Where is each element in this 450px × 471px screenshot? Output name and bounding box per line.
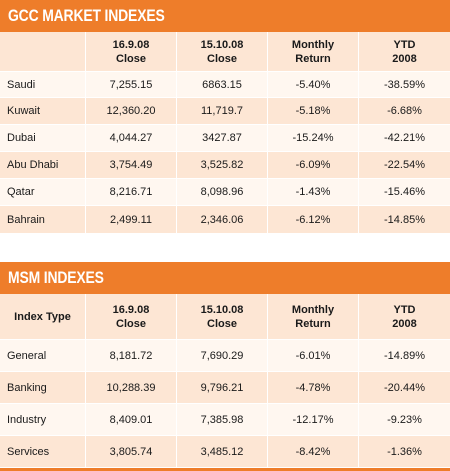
row-close-sep: 4,044.27 <box>86 125 177 152</box>
gcc-header-close-oct: 15.10.08 Close <box>177 32 268 72</box>
row-monthly-return: -8.42% <box>268 436 359 468</box>
row-close-sep: 8,216.71 <box>86 179 177 206</box>
row-name: Dubai <box>0 125 86 152</box>
msm-table: Index Type 16.9.08 Close 15.10.08 Close Mo… <box>0 294 450 468</box>
row-ytd: -38.59% <box>359 72 450 98</box>
row-close-oct: 2,346.06 <box>177 206 268 234</box>
msm-title-banner: MSM INDEXES <box>0 262 450 294</box>
row-close-sep: 2,499.11 <box>86 206 177 234</box>
table-row: General 8,181.72 7,690.29 -6.01% -14.89% <box>0 340 450 372</box>
row-close-sep: 8,409.01 <box>86 404 177 436</box>
row-ytd: -15.46% <box>359 179 450 206</box>
gcc-header-monthly-return: Monthly Return <box>268 32 359 72</box>
row-ytd: -22.54% <box>359 152 450 179</box>
row-close-oct: 3427.87 <box>177 125 268 152</box>
row-ytd: -42.21% <box>359 125 450 152</box>
row-ytd: -14.89% <box>359 340 450 372</box>
row-ytd: -20.44% <box>359 372 450 404</box>
table-row: Abu Dhabi 3,754.49 3,525.82 -6.09% -22.5… <box>0 152 450 179</box>
gcc-header-close-sep: 16.9.08 Close <box>86 32 177 72</box>
gcc-header-name <box>0 32 86 72</box>
row-close-oct: 3,525.82 <box>177 152 268 179</box>
row-monthly-return: -6.09% <box>268 152 359 179</box>
table-row: Bahrain 2,499.11 2,346.06 -6.12% -14.85% <box>0 206 450 234</box>
table-row: Saudi 7,255.15 6863.15 -5.40% -38.59% <box>0 72 450 98</box>
gcc-header-row: 16.9.08 Close 15.10.08 Close Monthly Return… <box>0 32 450 72</box>
table-row: Kuwait 12,360.20 11,719.7 -5.18% -6.68% <box>0 98 450 125</box>
msm-header-index-type: Index Type <box>0 294 86 340</box>
row-monthly-return: -5.40% <box>268 72 359 98</box>
row-name: Industry <box>0 404 86 436</box>
gcc-header-ytd: YTD 2008 <box>359 32 450 72</box>
msm-title: MSM INDEXES <box>8 268 104 287</box>
row-ytd: -14.85% <box>359 206 450 234</box>
row-monthly-return: -12.17% <box>268 404 359 436</box>
row-name: Saudi <box>0 72 86 98</box>
row-ytd: -6.68% <box>359 98 450 125</box>
row-monthly-return: -5.18% <box>268 98 359 125</box>
gcc-table: 16.9.08 Close 15.10.08 Close Monthly Return… <box>0 32 450 234</box>
gcc-section: GCC MARKET INDEXES 16.9.08 Close 15.10.08… <box>0 0 450 234</box>
row-close-oct: 8,098.96 <box>177 179 268 206</box>
row-name: Abu Dhabi <box>0 152 86 179</box>
row-monthly-return: -1.43% <box>268 179 359 206</box>
gcc-title-banner: GCC MARKET INDEXES <box>0 0 450 32</box>
row-name: Kuwait <box>0 98 86 125</box>
row-close-sep: 10,288.39 <box>86 372 177 404</box>
table-row: Qatar 8,216.71 8,098.96 -1.43% -15.46% <box>0 179 450 206</box>
msm-header-ytd: YTD 2008 <box>359 294 450 340</box>
row-close-oct: 7,690.29 <box>177 340 268 372</box>
msm-section: MSM INDEXES Index Type 16.9.08 Close 15.1… <box>0 262 450 471</box>
row-name: Services <box>0 436 86 468</box>
row-close-oct: 6863.15 <box>177 72 268 98</box>
msm-header-monthly-return: Monthly Return <box>268 294 359 340</box>
table-row: Services 3,805.74 3,485.12 -8.42% -1.36% <box>0 436 450 468</box>
row-close-oct: 11,719.7 <box>177 98 268 125</box>
row-ytd: -9.23% <box>359 404 450 436</box>
row-monthly-return: -15.24% <box>268 125 359 152</box>
row-name: Banking <box>0 372 86 404</box>
msm-header-row: Index Type 16.9.08 Close 15.10.08 Close Mo… <box>0 294 450 340</box>
row-close-sep: 8,181.72 <box>86 340 177 372</box>
row-ytd: -1.36% <box>359 436 450 468</box>
table-row: Dubai 4,044.27 3427.87 -15.24% -42.21% <box>0 125 450 152</box>
row-monthly-return: -6.01% <box>268 340 359 372</box>
row-close-oct: 3,485.12 <box>177 436 268 468</box>
msm-header-close-oct: 15.10.08 Close <box>177 294 268 340</box>
row-name: General <box>0 340 86 372</box>
row-close-sep: 3,754.49 <box>86 152 177 179</box>
row-close-oct: 7,385.98 <box>177 404 268 436</box>
row-name: Bahrain <box>0 206 86 234</box>
row-monthly-return: -6.12% <box>268 206 359 234</box>
row-name: Qatar <box>0 179 86 206</box>
row-close-sep: 12,360.20 <box>86 98 177 125</box>
row-close-sep: 7,255.15 <box>86 72 177 98</box>
table-row: Industry 8,409.01 7,385.98 -12.17% -9.23… <box>0 404 450 436</box>
row-close-sep: 3,805.74 <box>86 436 177 468</box>
table-row: Banking 10,288.39 9,796.21 -4.78% -20.44… <box>0 372 450 404</box>
row-monthly-return: -4.78% <box>268 372 359 404</box>
gcc-title: GCC MARKET INDEXES <box>8 6 165 25</box>
msm-header-close-sep: 16.9.08 Close <box>86 294 177 340</box>
row-close-oct: 9,796.21 <box>177 372 268 404</box>
